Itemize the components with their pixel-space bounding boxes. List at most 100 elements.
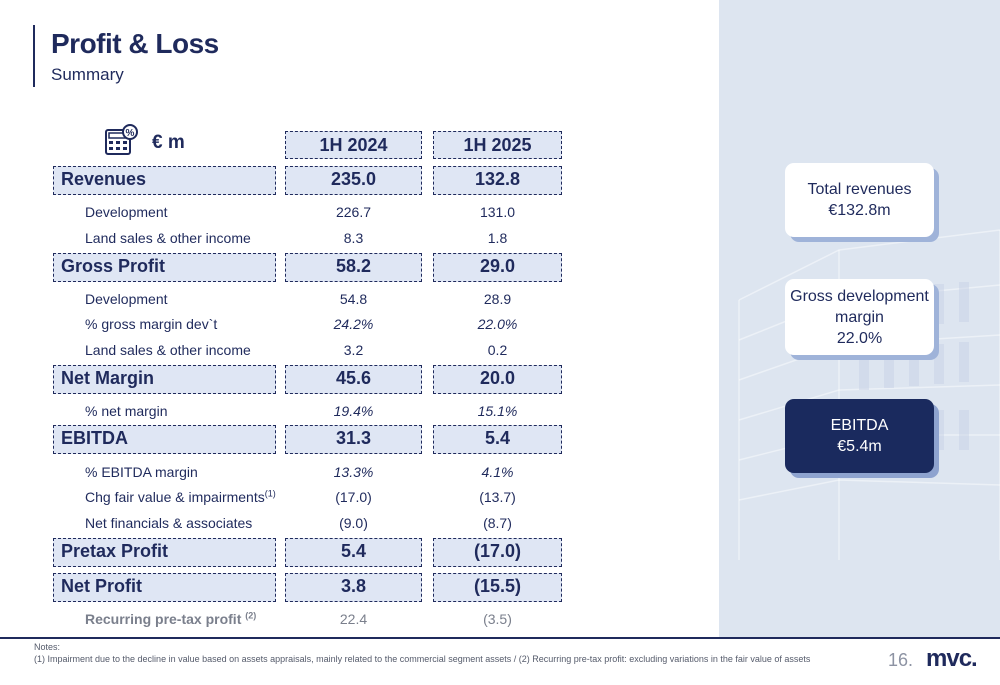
value-1h-2024: 24.2% (333, 316, 374, 332)
value-1h-2024: 8.3 (343, 230, 364, 246)
table-row: Gross Profit 58.2 29.0 (0, 253, 719, 282)
footer-divider (0, 637, 1000, 639)
footnote-marker: (2) (245, 610, 257, 621)
value-1h-2025: 15.1% (477, 403, 518, 419)
mvc-logo: mvc. (926, 645, 978, 672)
kpi-card-line: margin (835, 308, 884, 326)
table-row: Development 226.7 131.0 (0, 201, 719, 223)
table-row: Chg fair value & impairments(1) (17.0) (… (0, 486, 719, 508)
value-box (285, 573, 422, 602)
value-1h-2025: 28.9 (483, 291, 512, 307)
calculator-percent-icon: % (105, 124, 138, 155)
value-1h-2025: 0.2 (487, 342, 508, 358)
row-label: % gross margin dev`t (85, 316, 218, 332)
row-label-text: Recurring pre-tax profit (85, 611, 246, 627)
value-box (285, 425, 422, 454)
table-row: % gross margin dev`t 24.2% 22.0% (0, 313, 719, 335)
value-1h-2024: 13.3% (333, 464, 374, 480)
row-label-box (53, 425, 276, 454)
row-label-box (53, 253, 276, 282)
value-1h-2025: 131.0 (479, 204, 516, 220)
column-header-1h-2025: 1H 2025 (433, 131, 562, 159)
kpi-card-total-revenues: Total revenues €132.8m (785, 163, 934, 237)
kpi-card-line: Total revenues (807, 181, 912, 198)
row-label: Gross Profit (61, 256, 166, 276)
row-label-box (53, 166, 276, 195)
footnotes: Notes: (1) Impairment due to the decline… (34, 641, 810, 665)
value-1h-2025: 132.8 (474, 169, 521, 189)
value-1h-2025: 1.8 (487, 230, 508, 246)
value-1h-2024: 45.6 (335, 368, 372, 388)
row-label: Net Profit (61, 576, 142, 596)
row-label: EBITDA (61, 428, 128, 448)
unit-label: € m (152, 132, 185, 153)
value-1h-2025: (17.0) (473, 541, 522, 561)
kpi-card-gross-development-margin: Gross development margin 22.0% (785, 279, 934, 355)
table-row: Net financials & associates (9.0) (8.7) (0, 512, 719, 534)
value-1h-2024: 22.4 (339, 611, 368, 627)
table-row: Revenues 235.0 132.8 (0, 166, 719, 195)
value-box (433, 538, 562, 567)
value-1h-2024: 235.0 (330, 169, 377, 189)
table-row: % EBITDA margin 13.3% 4.1% (0, 461, 719, 483)
value-box (433, 365, 562, 394)
row-label: Development (85, 204, 168, 220)
row-label-box (53, 573, 276, 602)
value-box (285, 365, 422, 394)
table-row: EBITDA 31.3 5.4 (0, 425, 719, 454)
value-box (433, 573, 562, 602)
value-1h-2024: 54.8 (339, 291, 368, 307)
value-1h-2025: (3.5) (483, 611, 512, 627)
value-box (285, 166, 422, 195)
value-box (433, 253, 562, 282)
value-1h-2024: 19.4% (333, 403, 374, 419)
row-label-box (53, 538, 276, 567)
notes-title: Notes: (34, 642, 61, 652)
table-row: Development 54.8 28.9 (0, 288, 719, 310)
kpi-card-ebitda: EBITDA €5.4m (785, 399, 934, 473)
row-label: % EBITDA margin (85, 464, 198, 480)
table-row: Recurring pre-tax profit (2) 22.4 (3.5) (0, 608, 719, 630)
value-1h-2024: 5.4 (340, 541, 367, 561)
page-number: 16. (888, 650, 914, 670)
value-1h-2024: (9.0) (339, 515, 368, 531)
value-1h-2024: 3.8 (340, 576, 367, 596)
row-label: Pretax Profit (61, 541, 169, 561)
table-row: Net Margin 45.6 20.0 (0, 365, 719, 394)
table-row: Net Profit 3.8 (15.5) (0, 573, 719, 602)
table-row: Pretax Profit 5.4 (17.0) (0, 538, 719, 567)
table-row: Land sales & other income 8.3 1.8 (0, 227, 719, 249)
value-box (285, 253, 422, 282)
value-box (433, 425, 562, 454)
row-label: Recurring pre-tax profit (2) (85, 611, 256, 627)
title-accent-bar (33, 25, 35, 87)
row-label: Development (85, 291, 168, 307)
value-box (285, 538, 422, 567)
kpi-card-line: €5.4m (837, 438, 882, 455)
column-header-1h-2024: 1H 2024 (285, 131, 422, 159)
row-label: Land sales & other income (85, 342, 251, 358)
value-1h-2025: (8.7) (483, 515, 512, 531)
value-1h-2024: 58.2 (335, 256, 372, 276)
value-1h-2025: 22.0% (477, 316, 518, 332)
value-1h-2025: 5.4 (484, 428, 511, 448)
svg-text:%: % (126, 128, 135, 139)
value-1h-2025: (13.7) (479, 489, 516, 505)
row-label-text: Chg fair value & impairments (85, 489, 265, 505)
value-1h-2025: 20.0 (479, 368, 516, 388)
value-1h-2024: 226.7 (335, 204, 372, 220)
value-1h-2024: 31.3 (335, 428, 372, 448)
kpi-card-line: 22.0% (836, 329, 883, 347)
kpi-card-line: EBITDA (830, 417, 889, 434)
footnote-marker: (1) (264, 488, 276, 499)
value-1h-2024: 3.2 (343, 342, 364, 358)
value-1h-2025: 4.1% (481, 464, 514, 480)
row-label: Revenues (61, 169, 147, 189)
row-label: Net financials & associates (85, 515, 253, 531)
table-row: Land sales & other income 3.2 0.2 (0, 339, 719, 361)
kpi-card-line: Gross development (790, 287, 929, 305)
row-label: Chg fair value & impairments(1) (85, 489, 276, 505)
page-subtitle: Summary (51, 65, 124, 84)
value-1h-2025: 29.0 (479, 256, 516, 276)
page-title: Profit & Loss (51, 28, 219, 59)
